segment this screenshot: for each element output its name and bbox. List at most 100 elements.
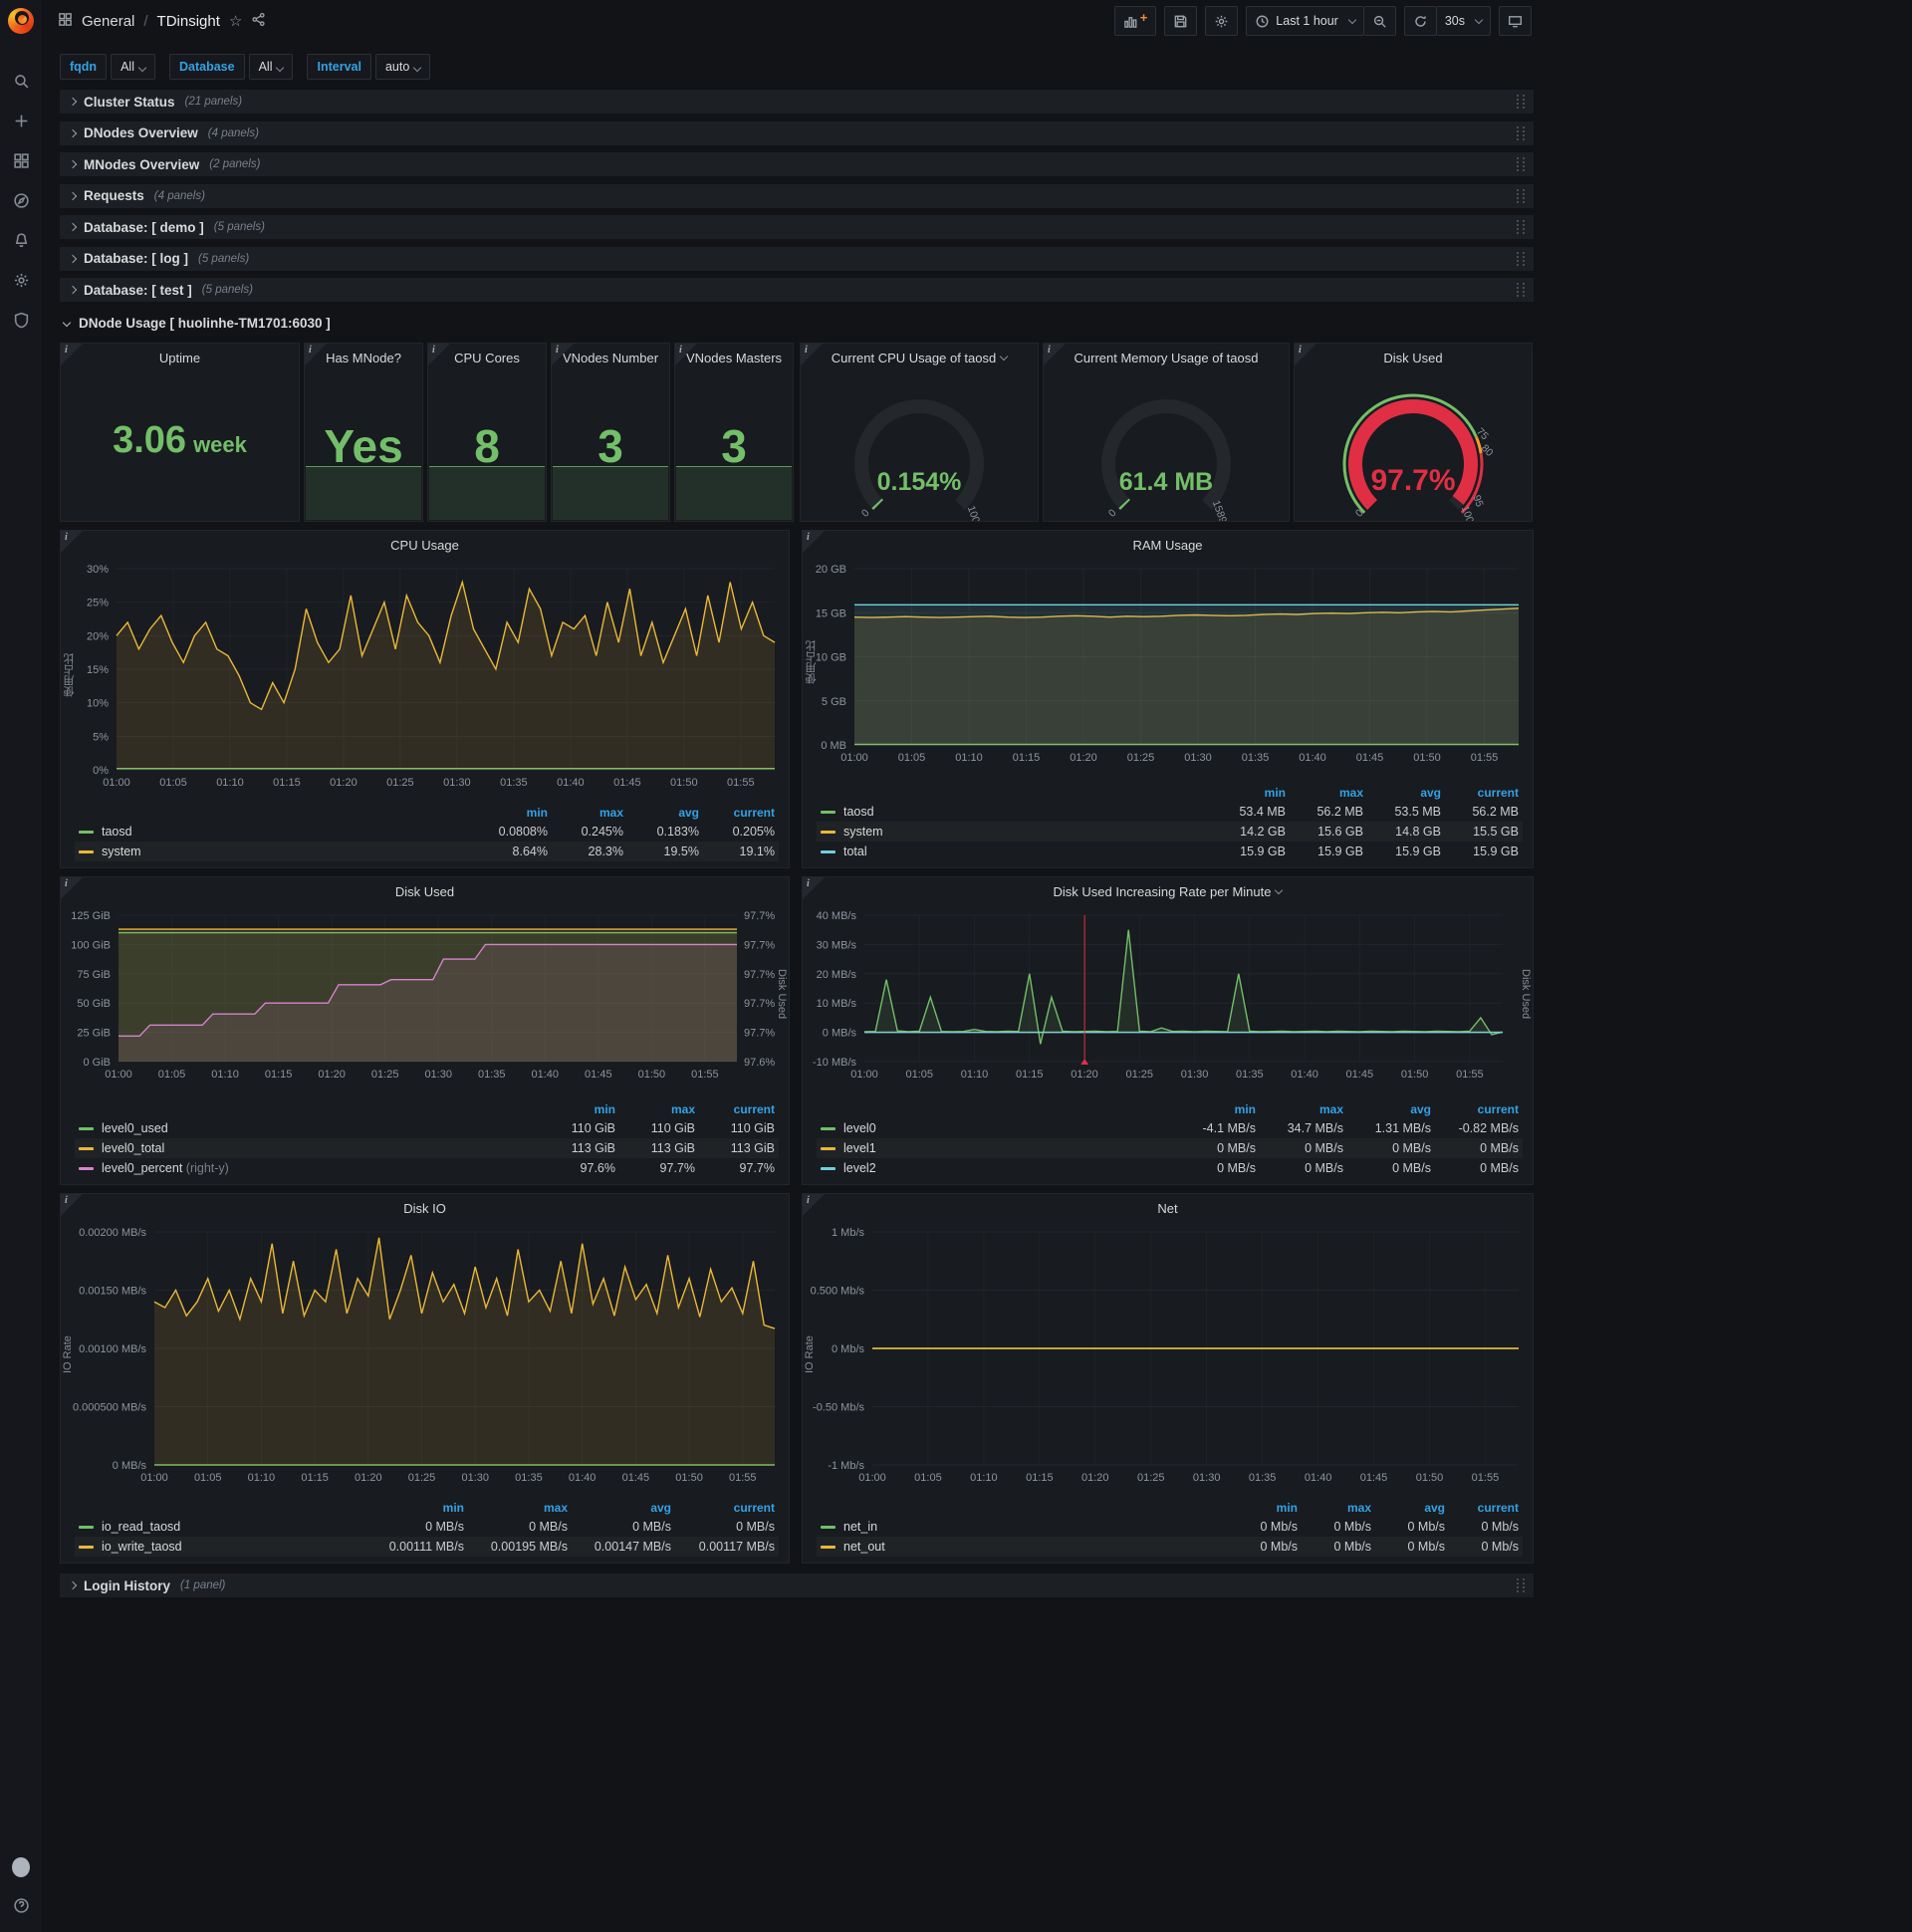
breadcrumb-folder[interactable]: General	[82, 12, 135, 30]
legend-header[interactable]: max	[543, 1501, 568, 1515]
legend-header[interactable]: max	[1338, 786, 1363, 800]
legend-header[interactable]: max	[1318, 1102, 1343, 1116]
legend-header[interactable]: current	[733, 1501, 775, 1515]
variable-value-Database[interactable]: All	[248, 54, 294, 80]
drag-handle-icon[interactable]	[1517, 157, 1526, 171]
variable-value-fqdn[interactable]: All	[111, 54, 155, 80]
star-icon[interactable]: ☆	[228, 13, 243, 30]
variable-value-Interval[interactable]: auto	[374, 54, 431, 80]
legend-header[interactable]: max	[670, 1102, 695, 1116]
row-collapsed-mnodes-overview[interactable]: MNodes Overview (2 panels)	[60, 152, 1534, 176]
row-collapsed-database-log-[interactable]: Database: [ log ] (5 panels)	[60, 246, 1534, 271]
chart-plot[interactable]: 01:00 01:05 01:10 01:15 01:20 01:25 01:30 01:35…	[61, 559, 789, 802]
save-dashboard-button[interactable]	[1164, 6, 1198, 36]
legend-header[interactable]: min	[442, 1501, 464, 1515]
legend-header[interactable]: avg	[1424, 1501, 1445, 1515]
drag-handle-icon[interactable]	[1517, 220, 1526, 234]
legend-header[interactable]: current	[1477, 786, 1519, 800]
chart-plot[interactable]: 01:00 01:05 01:10 01:15 01:20 01:25 01:30 01:35…	[61, 905, 789, 1098]
panel-title[interactable]: i Uptime	[61, 344, 299, 371]
panel-title[interactable]: i Disk Used	[61, 877, 789, 905]
legend-row-net_in[interactable]: net_in 0 Mb/s 0 Mb/s 0 Mb/s 0 Mb/s	[817, 1517, 1523, 1537]
legend-row-io_read_taosd[interactable]: io_read_taosd 0 MB/s 0 MB/s 0 MB/s 0 MB/s	[75, 1517, 779, 1537]
help-icon[interactable]	[12, 1896, 30, 1914]
dashboards-icon[interactable]	[12, 151, 30, 169]
row-collapsed-database-demo-[interactable]: Database: [ demo ] (5 panels)	[60, 215, 1534, 239]
drag-handle-icon[interactable]	[1517, 251, 1526, 266]
legend-header[interactable]: current	[733, 1102, 775, 1116]
legend-series-name[interactable]: level0	[843, 1121, 876, 1135]
legend-header[interactable]: min	[526, 806, 548, 820]
legend-header[interactable]: max	[1346, 1501, 1371, 1515]
row-collapsed-requests[interactable]: Requests (4 panels)	[60, 183, 1534, 208]
legend-series-name[interactable]: io_read_taosd	[102, 1520, 181, 1534]
legend-header[interactable]: avg	[678, 806, 699, 820]
legend-series-name[interactable]: level0_used	[102, 1121, 168, 1135]
legend-header[interactable]: min	[1276, 1501, 1298, 1515]
legend-row-level2[interactable]: level2 0 MB/s 0 MB/s 0 MB/s 0 MB/s	[817, 1158, 1523, 1178]
row-collapsed-cluster-status[interactable]: Cluster Status (21 panels)	[60, 90, 1534, 114]
panel-title[interactable]: i RAM Usage	[803, 531, 1533, 559]
drag-handle-icon[interactable]	[1517, 95, 1526, 109]
server-admin-shield-icon[interactable]	[12, 311, 30, 329]
alerting-bell-icon[interactable]	[12, 231, 30, 249]
legend-series-name[interactable]: io_write_taosd	[102, 1540, 182, 1554]
legend-header[interactable]: min	[1264, 786, 1286, 800]
panel-title[interactable]: i VNodes Number	[552, 344, 669, 371]
panel-title[interactable]: i Disk Used Increasing Rate per Minute	[803, 877, 1533, 905]
explore-compass-icon[interactable]	[12, 191, 30, 209]
panel-title[interactable]: i Has MNode?	[305, 344, 422, 371]
chart-plot[interactable]: 01:00 01:05 01:10 01:15 01:20 01:25 01:30 01:35…	[61, 1222, 789, 1497]
legend-series-name[interactable]: level1	[843, 1141, 876, 1155]
legend-row-level0_total[interactable]: level0_total 113 GiB 113 GiB 113 GiB	[75, 1138, 779, 1158]
legend-series-name[interactable]: taosd	[843, 805, 874, 819]
legend-header[interactable]: current	[1477, 1102, 1519, 1116]
row-dnode-usage[interactable]: DNode Usage [ huolinhe-TM1701:6030 ]	[60, 310, 1534, 336]
row-collapsed-login-history[interactable]: Login History (1 panel)	[60, 1573, 1534, 1597]
drag-handle-icon[interactable]	[1517, 283, 1526, 297]
legend-series-name[interactable]: system	[843, 825, 883, 839]
legend-series-name[interactable]: taosd	[102, 825, 132, 839]
drag-handle-icon[interactable]	[1517, 188, 1526, 203]
legend-row-level0[interactable]: level0 -4.1 MB/s 34.7 MB/s 1.31 MB/s -0.82 M…	[817, 1118, 1523, 1138]
share-icon[interactable]	[251, 12, 266, 31]
legend-header[interactable]: min	[1234, 1102, 1256, 1116]
legend-row-taosd[interactable]: taosd 0.0808% 0.245% 0.183% 0.205%	[75, 822, 779, 842]
panel-title[interactable]: i Current Memory Usage of taosd	[1044, 344, 1289, 371]
row-collapsed-database-test-[interactable]: Database: [ test ] (5 panels)	[60, 278, 1534, 302]
legend-header[interactable]: current	[733, 806, 775, 820]
panel-title[interactable]: i CPU Cores	[428, 344, 546, 371]
row-collapsed-dnodes-overview[interactable]: DNodes Overview (4 panels)	[60, 121, 1534, 145]
legend-header[interactable]: max	[598, 806, 623, 820]
chart-plot[interactable]: 01:00 01:05 01:10 01:15 01:20 01:25 01:30 01:35…	[803, 905, 1533, 1098]
grafana-logo-icon[interactable]	[8, 8, 34, 34]
refresh-interval-picker[interactable]: 30s	[1436, 6, 1491, 36]
legend-series-name[interactable]: level0_percent	[102, 1161, 183, 1175]
legend-row-net_out[interactable]: net_out 0 Mb/s 0 Mb/s 0 Mb/s 0 Mb/s	[817, 1537, 1523, 1557]
legend-series-name[interactable]: total	[843, 845, 867, 858]
drag-handle-icon[interactable]	[1517, 1578, 1526, 1592]
panel-title[interactable]: i VNodes Masters	[675, 344, 793, 371]
legend-series-name[interactable]: system	[102, 845, 141, 858]
panel-menu-chevron-icon[interactable]	[999, 352, 1009, 361]
panel-menu-chevron-icon[interactable]	[1275, 885, 1284, 894]
panel-title[interactable]: i Current CPU Usage of taosd	[801, 344, 1038, 371]
search-icon[interactable]	[12, 72, 30, 90]
legend-row-level1[interactable]: level1 0 MB/s 0 MB/s 0 MB/s 0 MB/s	[817, 1138, 1523, 1158]
drag-handle-icon[interactable]	[1517, 125, 1526, 140]
panel-title[interactable]: i CPU Usage	[61, 531, 789, 559]
breadcrumb-dashboard-title[interactable]: TDinsight	[156, 12, 220, 30]
time-range-picker[interactable]: Last 1 hour	[1246, 6, 1364, 36]
legend-row-system[interactable]: system 14.2 GB 15.6 GB 14.8 GB 15.5 GB	[817, 822, 1523, 842]
panel-title[interactable]: i Disk Used	[1295, 344, 1532, 371]
legend-header[interactable]: min	[594, 1102, 615, 1116]
legend-row-system[interactable]: system 8.64% 28.3% 19.5% 19.1%	[75, 842, 779, 861]
panel-title[interactable]: i Disk IO	[61, 1194, 789, 1222]
legend-row-io_write_taosd[interactable]: io_write_taosd 0.00111 MB/s 0.00195 MB/s 0.…	[75, 1537, 779, 1557]
add-icon[interactable]	[12, 112, 30, 129]
legend-header[interactable]: avg	[650, 1501, 671, 1515]
dashboard-settings-button[interactable]	[1205, 6, 1239, 36]
tv-mode-button[interactable]	[1499, 6, 1532, 36]
legend-series-name[interactable]: level2	[843, 1161, 876, 1175]
legend-series-name[interactable]: net_in	[843, 1520, 878, 1534]
